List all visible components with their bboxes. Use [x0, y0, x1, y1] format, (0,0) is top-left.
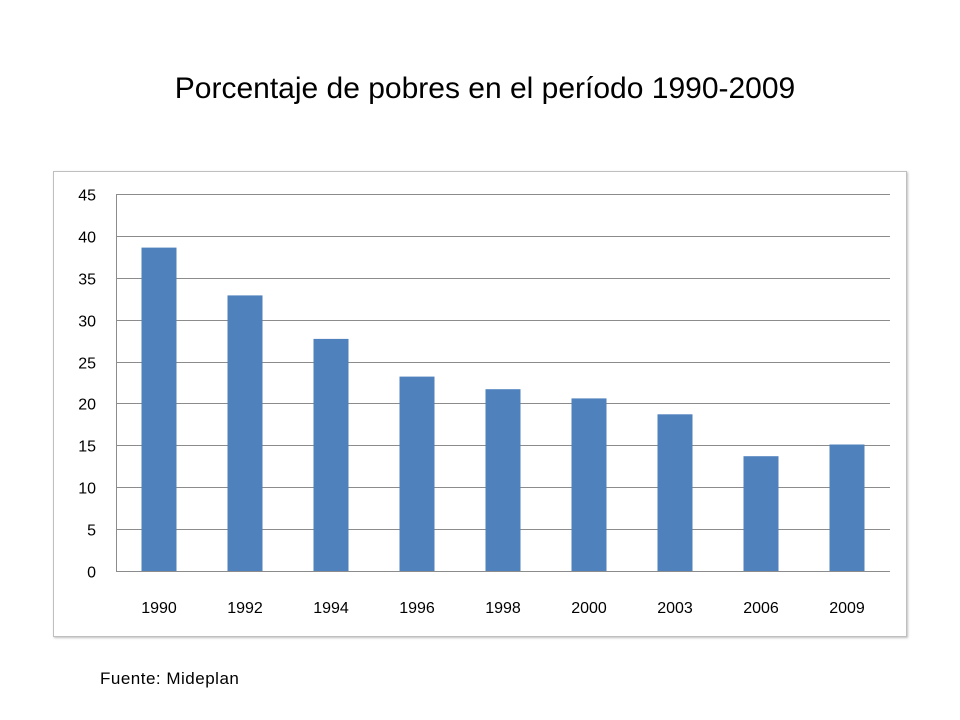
x-axis-tick-labels: 1990 1992 1994 1996 1998 2000 2003 2006 2009 [141, 600, 865, 617]
bar-2000 [571, 398, 607, 571]
y-tick-label: 0 [87, 565, 96, 582]
y-tick-label: 5 [87, 523, 96, 540]
x-tick-label: 2003 [657, 600, 693, 617]
x-tick-label: 1992 [227, 600, 263, 617]
y-tick-label: 35 [78, 272, 96, 289]
y-tick-label: 25 [78, 356, 96, 373]
x-tick-label: 2009 [829, 600, 865, 617]
y-tick-label: 20 [78, 397, 96, 414]
bars [141, 247, 865, 571]
x-tick-label: 1996 [399, 600, 435, 617]
y-tick-label: 10 [78, 481, 96, 498]
bar-1990 [141, 247, 177, 571]
bar-chart: 0 5 10 15 20 25 30 35 40 45 1990 1992 1994 1996 1998 2… [78, 188, 890, 617]
x-tick-label: 2000 [571, 600, 607, 617]
x-tick-label: 1998 [485, 600, 521, 617]
y-tick-label: 40 [78, 230, 96, 247]
bar-2003 [657, 414, 693, 571]
bar-2006 [743, 456, 779, 571]
y-tick-label: 30 [78, 314, 96, 331]
bar-1996 [399, 376, 435, 571]
bar-2009 [829, 444, 865, 571]
x-tick-label: 1994 [313, 600, 349, 617]
y-axis-tick-labels: 0 5 10 15 20 25 30 35 40 45 [78, 188, 96, 582]
x-tick-label: 1990 [141, 600, 177, 617]
chart-area: 0 5 10 15 20 25 30 35 40 45 1990 1992 1994 1996 1998 2… [53, 171, 907, 637]
source-note: Fuente: Mideplan [100, 669, 240, 688]
bar-1994 [313, 338, 349, 571]
bar-1992 [227, 295, 263, 571]
y-tick-label: 15 [78, 439, 96, 456]
bar-1998 [485, 389, 521, 571]
x-tick-label: 2006 [743, 600, 779, 617]
y-tick-label: 45 [78, 188, 96, 205]
chart-title: Porcentaje de pobres en el período 1990-… [174, 72, 796, 105]
